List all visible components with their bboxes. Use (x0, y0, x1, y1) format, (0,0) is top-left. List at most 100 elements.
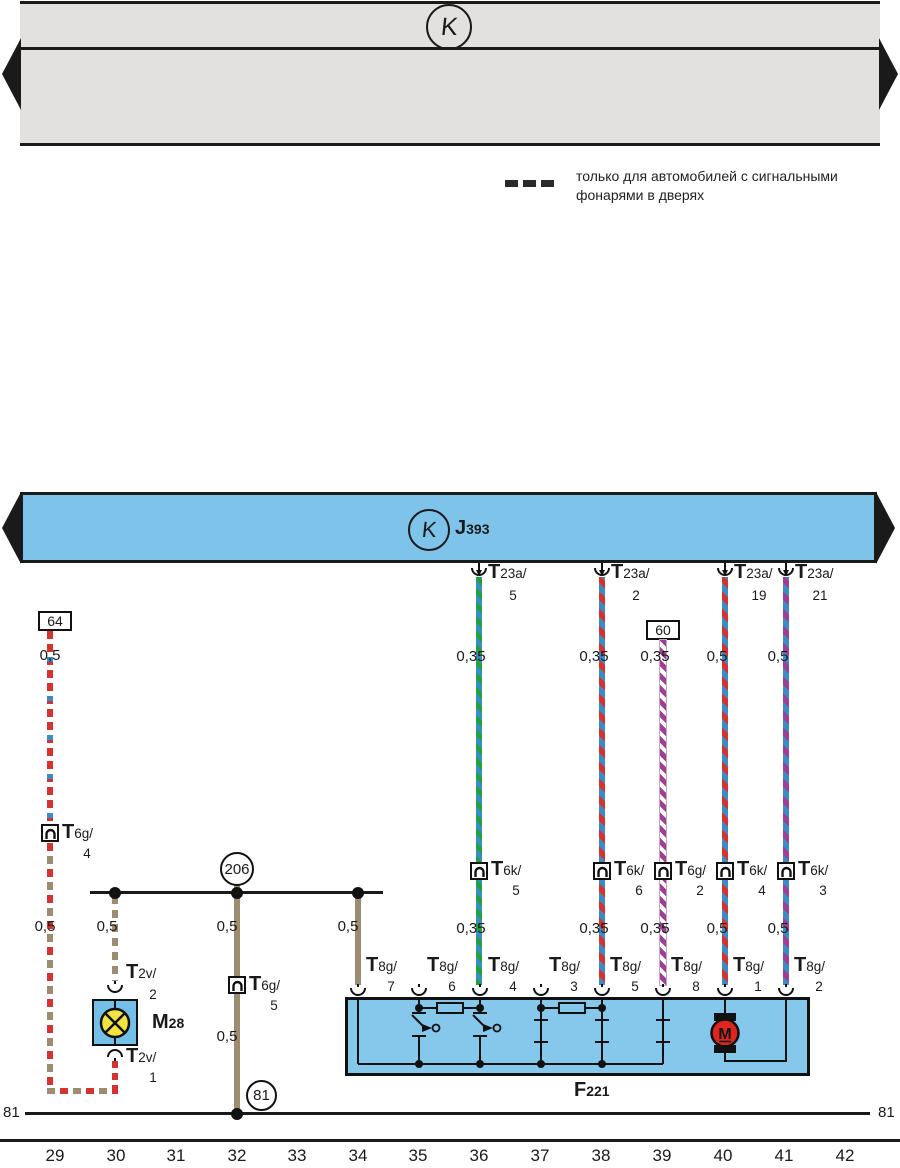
connector-arc-icon (471, 563, 487, 576)
gauge-label: 0,5 (337, 918, 359, 935)
motor-terminal-top (714, 1013, 736, 1021)
f221-box: M (345, 997, 810, 1076)
connector-label-t8g5: T8g/ (610, 954, 641, 976)
track-number: 32 (227, 1146, 247, 1165)
inline-connector-t6k6-icon (593, 862, 611, 880)
connector-label-t6g5: T6g/ (249, 973, 280, 995)
terminal-circle-81: 81 (246, 1080, 277, 1111)
ground-line-81 (25, 1112, 870, 1115)
connector-label-t23a21: T23a/ (795, 561, 834, 583)
legend-text: только для автомобилей с сигнальными фон… (576, 167, 866, 205)
track-separator-line (0, 1139, 900, 1142)
j393-arrow-left-icon (2, 492, 21, 564)
connector-label-t23a5: T23a/ (488, 561, 527, 583)
gauge-label: 0,5 (216, 1028, 238, 1045)
connector-label-t6k5: T6k/ (491, 858, 522, 880)
connector-arc-icon (594, 563, 610, 576)
legend-line2: фонарями в дверях (576, 187, 705, 203)
wire-t23a19-blue-red-lower (722, 880, 728, 985)
terminal-circle-206: 206 (220, 852, 254, 886)
connector-arc-icon (533, 984, 549, 996)
connector-label-t6k3: T6k/ (798, 858, 829, 880)
k-symbol-circle-top: K (426, 4, 472, 50)
lamp-icon (99, 1007, 131, 1039)
wire-206-brown (234, 884, 240, 1112)
connector-pin-t6k5: 5 (512, 883, 520, 898)
connector-label-t8g4: T8g/ (488, 954, 519, 976)
connector-arc-icon (411, 984, 427, 996)
inline-connector-t6k4-icon (716, 862, 734, 880)
connector-arc-icon (655, 984, 671, 996)
connector-arc-icon (472, 984, 488, 996)
j393-arrow-right-icon (876, 492, 895, 564)
connector-label-t2v1: T2v/ (126, 1045, 157, 1067)
connector-label-t6g2: T6g/ (675, 858, 706, 880)
junction-dot (352, 887, 364, 899)
track-number: 30 (106, 1146, 126, 1165)
gauge-label: 0,5 (216, 918, 238, 935)
connector-label-t8g7: T8g/ (366, 954, 397, 976)
wire-t23a2-blue-red (599, 577, 605, 863)
inline-connector-t6k3-icon (777, 862, 795, 880)
connector-pin-t6k3: 3 (819, 883, 827, 898)
inline-connector-t6g5-icon (228, 976, 246, 994)
connector-pin-t2v1: 1 (149, 1070, 157, 1085)
connector-arc-icon (717, 984, 733, 996)
gauge-label: 0,35 (456, 648, 486, 665)
connector-pin-t6g4: 4 (83, 846, 91, 861)
connector-arc-icon (350, 984, 366, 996)
connector-pin-t8g8: 8 (692, 979, 700, 994)
ground-label-right: 81 (878, 1104, 895, 1121)
k-symbol-top: K (439, 12, 459, 41)
connector-label-t6k6: T6k/ (614, 858, 645, 880)
connector-pin-t8g6: 6 (448, 979, 456, 994)
k-symbol-j393: K (420, 517, 438, 542)
gauge-label: 0,35 (640, 920, 670, 937)
connector-pin-t23a5: 5 (509, 588, 517, 603)
wire-t8g7-brown (355, 896, 361, 985)
connector-label-t23a19: T23a/ (734, 561, 773, 583)
track-number: 29 (45, 1146, 65, 1165)
connector-pin-t6g5: 5 (270, 998, 278, 1013)
connector-pin-t8g7: 7 (387, 979, 395, 994)
f221-label: F221 (574, 1079, 610, 1101)
connector-label-t8g1: T8g/ (733, 954, 764, 976)
wire-t23a5-green-blue (476, 577, 482, 863)
connector-pin-t8g2: 2 (815, 979, 823, 994)
gauge-label: 0,35 (456, 920, 486, 937)
wire-t23a21-blue-purple-lower (783, 880, 789, 985)
wire-m28-brown-dashed (112, 896, 118, 981)
track-number: 35 (408, 1146, 428, 1165)
connector-label-t6k4: T6k/ (737, 858, 768, 880)
junction-dot (109, 887, 121, 899)
wire-60-white-purple-lower (659, 879, 667, 986)
connector-arc-icon (778, 984, 794, 996)
inline-connector-t6k5-icon (470, 862, 488, 880)
connector-arc-icon (717, 563, 733, 576)
continuation-arrow-right-icon (879, 38, 898, 110)
gauge-label: 0,5 (767, 920, 789, 937)
inline-connector-t6g4-icon (41, 824, 59, 842)
connector-label-t6g4: T6g/ (62, 821, 93, 843)
connector-arc-icon (594, 984, 610, 996)
track-number: 37 (530, 1146, 550, 1165)
gauge-label: 0,35 (640, 648, 670, 665)
terminal-box-64: 64 (38, 611, 72, 631)
track-number: 34 (348, 1146, 368, 1165)
junction-dot (231, 887, 243, 899)
gauge-label: 0,35 (579, 920, 609, 937)
legend-line1: только для автомобилей с сигнальными (576, 168, 838, 184)
connector-pin-t2v2: 2 (149, 987, 157, 1002)
connector-pin-t8g5: 5 (631, 979, 639, 994)
connector-label-t8g6: T8g/ (427, 954, 458, 976)
wire-t23a21-blue-purple (783, 577, 789, 863)
connector-label-t8g2: T8g/ (794, 954, 825, 976)
k-symbol-circle-j393: K (408, 509, 450, 551)
track-number: 36 (469, 1146, 489, 1165)
track-number: 40 (713, 1146, 733, 1165)
track-number: 41 (774, 1146, 794, 1165)
connector-pin-t8g4: 4 (509, 979, 517, 994)
connector-pin-t23a21: 21 (812, 588, 828, 603)
connector-pin-t6k6: 6 (635, 883, 643, 898)
wire-t23a19-blue-red (722, 577, 728, 863)
